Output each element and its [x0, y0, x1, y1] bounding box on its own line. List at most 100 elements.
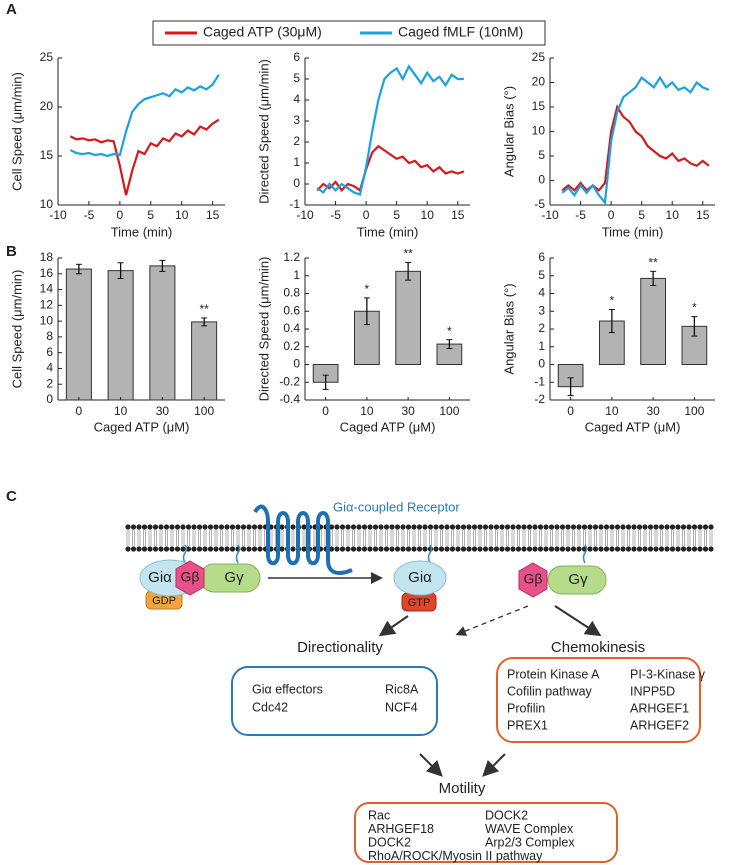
- lipid-head: [488, 524, 494, 530]
- lipid-head: [471, 524, 478, 530]
- lipid-head: [455, 524, 461, 530]
- pathway-diagram: Giα-coupled Receptor Giα Gβ Gγ GDP Giα G…: [125, 499, 714, 863]
- lipid-head: [136, 546, 142, 552]
- bar: [191, 321, 218, 401]
- lipid-head: [438, 524, 445, 530]
- bar: [640, 277, 666, 366]
- lipid-head: [163, 546, 170, 552]
- lipid-head: [235, 524, 241, 530]
- lipid-head: [202, 546, 208, 552]
- lipid-head: [477, 546, 483, 552]
- legend-box: [152, 20, 546, 46]
- lipid-head: [367, 546, 373, 552]
- y-axis-label: Angular Bias (°): [501, 283, 516, 374]
- lipid-head: [345, 524, 351, 530]
- lipid-head: [251, 524, 258, 530]
- arrow: [419, 753, 443, 777]
- lipid-head: [339, 524, 346, 530]
- series-line: [316, 144, 465, 193]
- lipid-head: [548, 524, 555, 530]
- lipid-head: [647, 524, 654, 530]
- significance: *: [447, 324, 452, 338]
- lipid-head: [532, 546, 538, 552]
- y-tick-label: 2: [293, 134, 300, 148]
- lipid-head: [372, 524, 379, 530]
- lipid-head: [180, 546, 186, 552]
- lipid-head: [224, 524, 230, 530]
- lipid-head: [642, 546, 648, 552]
- bar: [395, 270, 421, 365]
- lipid-head: [196, 524, 203, 530]
- y-tick-label: 15: [532, 99, 546, 113]
- x-tick-label: 0: [608, 208, 615, 222]
- lipid-head: [411, 524, 417, 530]
- lipid-head: [361, 524, 368, 530]
- lipid-head: [587, 546, 593, 552]
- lipid-head: [576, 524, 582, 530]
- lipid-head: [603, 546, 610, 552]
- lipid-head: [416, 546, 423, 552]
- lipid-head: [515, 546, 522, 552]
- y-tick-label: 1: [293, 155, 300, 169]
- list-item: INPP5D: [630, 684, 675, 698]
- list-item: PREX1: [507, 718, 548, 732]
- series-line: [69, 118, 220, 196]
- lipid-head: [493, 524, 500, 530]
- y-tick-label: 18: [40, 250, 54, 264]
- lipid-head: [130, 524, 137, 530]
- lipid-head: [565, 546, 571, 552]
- lipid-head: [620, 524, 626, 530]
- lipid-head: [246, 524, 252, 530]
- lipid-head: [570, 546, 577, 552]
- significance: **: [199, 302, 209, 316]
- y-tick-label: 0: [293, 357, 300, 371]
- lipid-head: [669, 546, 676, 552]
- lipid-head: [389, 546, 395, 552]
- y-tick-label: -1: [534, 374, 545, 388]
- x-tick-label: 30: [401, 404, 415, 418]
- panel-label: C: [6, 488, 17, 505]
- lipid-head: [625, 524, 632, 530]
- lipid-anchor: [182, 544, 588, 564]
- lipid-head: [521, 546, 527, 552]
- y-tick-label: 25: [532, 50, 546, 64]
- y-tick-label: 1: [293, 268, 300, 282]
- lipid-head: [361, 546, 368, 552]
- lipid-head: [246, 546, 252, 552]
- y-tick-label: 0: [293, 176, 300, 190]
- lipid-head: [207, 524, 214, 530]
- lipid-head: [394, 524, 401, 530]
- y-tick-label: 6: [46, 345, 53, 359]
- y-tick-label: 4: [538, 286, 545, 300]
- list-item: Rac: [368, 808, 390, 822]
- lipid-head: [174, 546, 181, 552]
- significance: *: [365, 282, 370, 296]
- lipid-head: [521, 524, 527, 530]
- x-tick-label: 0: [363, 208, 370, 222]
- x-tick-label: 10: [175, 208, 189, 222]
- g-gamma-label: Gγ: [224, 569, 244, 586]
- lipid-head: [653, 524, 659, 530]
- x-tick-label: 5: [393, 208, 400, 222]
- lipid-head: [675, 524, 681, 530]
- x-tick-label: -5: [84, 208, 95, 222]
- lipid-head: [631, 524, 637, 530]
- lipid-head: [383, 524, 390, 530]
- list-item: Profilin: [507, 701, 545, 715]
- lipid-head: [609, 546, 615, 552]
- lipid-head: [559, 524, 566, 530]
- y-tick-label: 0.2: [283, 339, 300, 353]
- lipid-head: [581, 524, 588, 530]
- lipid-head: [290, 546, 296, 552]
- lipid-head: [664, 546, 670, 552]
- lipid-head: [686, 546, 692, 552]
- lipid-head: [570, 524, 577, 530]
- lipid-head: [147, 546, 153, 552]
- list-item: WAVE Complex: [485, 822, 574, 836]
- significance: **: [403, 247, 413, 261]
- x-axis-label: Caged ATP (μM): [340, 419, 436, 434]
- x-tick-label: 0: [322, 404, 329, 418]
- lipid-head: [158, 546, 164, 552]
- lipid-head: [185, 524, 192, 530]
